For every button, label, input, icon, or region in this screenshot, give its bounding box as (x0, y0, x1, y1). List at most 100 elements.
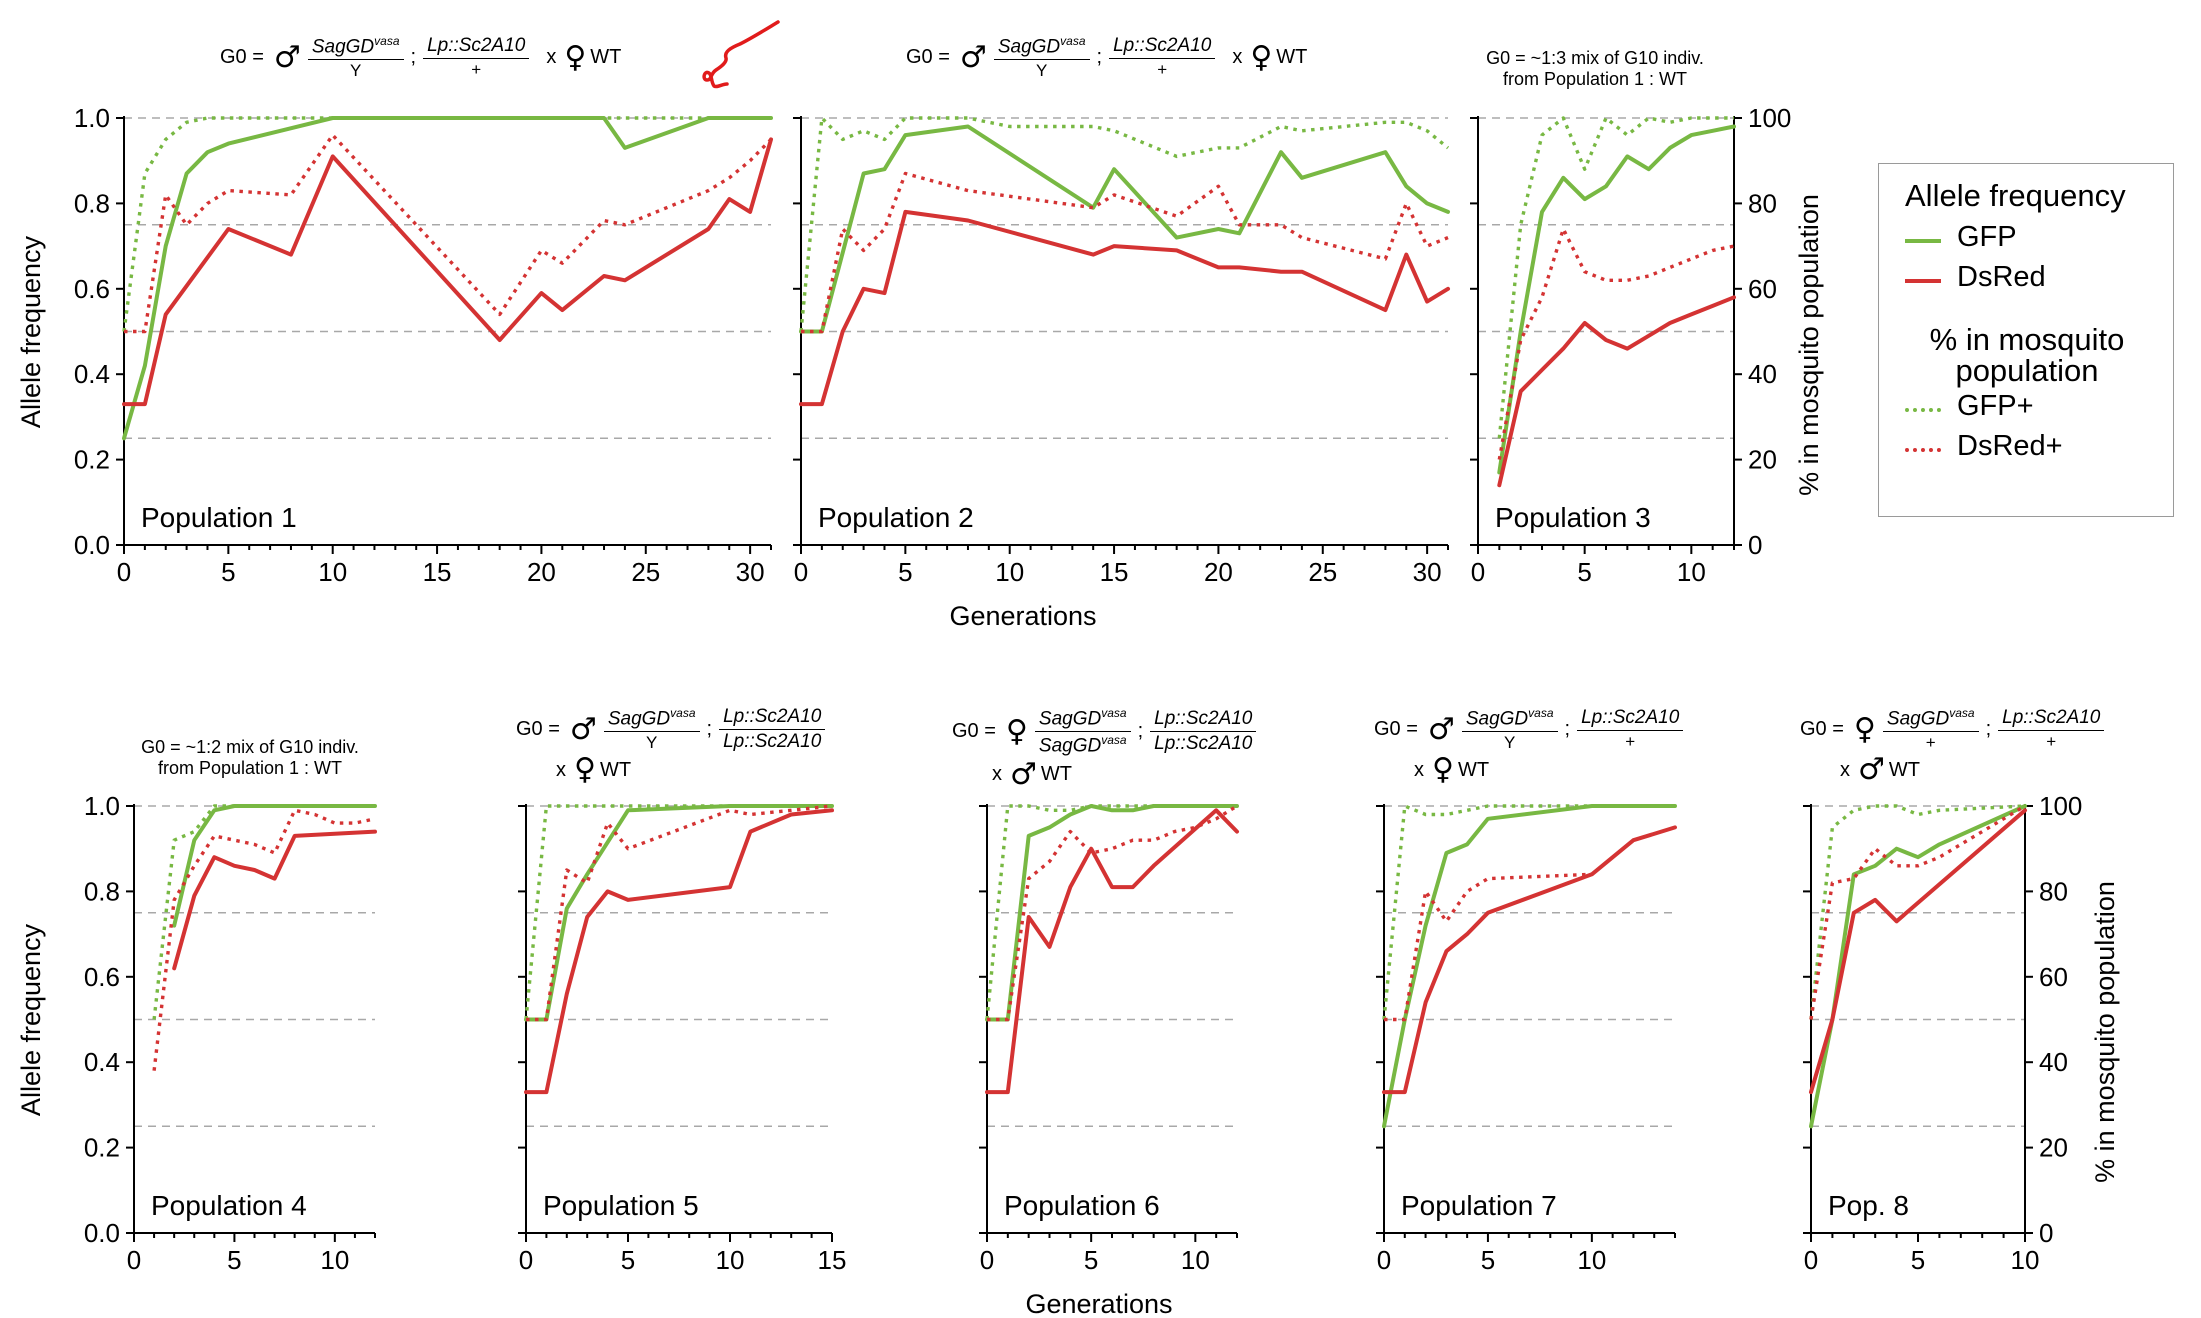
x-tick-label: 0 (794, 557, 808, 587)
x-tick-label: 5 (898, 557, 912, 587)
series-dsred (985, 808, 1239, 1095)
series-dsred (1809, 808, 2027, 1095)
left-ylabel-top: Allele frequency (16, 235, 46, 428)
panel-p8: 0 20 40 60 80 100 0 5 10 Pop. 8 (1803, 791, 2082, 1275)
x-tick-label: 10 (716, 1245, 745, 1275)
y-tick-label: 0.4 (74, 359, 110, 389)
x-tick-label: 5 (1481, 1245, 1495, 1275)
panel-p3: 0 20 40 60 80 100 0 5 10 Population 3 (1470, 103, 1791, 587)
series-dsred (799, 209, 1450, 407)
right-ylabel-top: % in mosquito population (1794, 194, 1824, 496)
genotype-p3: G0 = ~1:3 mix of G10 indiv. from Populat… (1486, 48, 1704, 89)
legend-label-dsred: DsRed (1957, 261, 2046, 293)
wt-label: WT (590, 46, 622, 69)
x-tick-label: 5 (1911, 1245, 1925, 1275)
x-tick-label: 5 (621, 1245, 635, 1275)
panel-p7: 0 5 10 Population 7 (1376, 804, 1677, 1275)
female-symbol: ♀ (1853, 711, 1876, 747)
legend-swatch-gfp-plus (1905, 408, 1941, 412)
right-y-tick-label: 60 (2039, 962, 2068, 992)
y-tick-label: 0.0 (84, 1218, 120, 1248)
y-tick-label: 0.4 (84, 1047, 120, 1077)
x-tick-label: 5 (221, 557, 235, 587)
right-y-tick-label: 80 (1748, 188, 1777, 218)
genotype-p5: G0 = ♂ SagGDvasa Y ; Lp::Sc2A10 Lp::Sc2A10… (516, 706, 828, 785)
panel-p4: 0.0 0.2 0.4 0.6 0.8 1.0 0 5 10 Population 4 (84, 791, 377, 1275)
x-tick-label: 0 (519, 1245, 533, 1275)
y-tick-label: 0.6 (84, 962, 120, 992)
male-symbol: ♂ (273, 39, 301, 75)
panel-p1: 0.0 0.2 0.4 0.6 0.8 1.0 0 5 10 15 20 25 30 Population… (74, 103, 773, 587)
series-gfp-plus (985, 804, 1237, 1020)
right-y-tick-label: 20 (2039, 1133, 2068, 1163)
legend-label-gfp-plus: GFP+ (1957, 390, 2034, 422)
genotype-p2: G0 = ♂ SagGDvasa Y ; Lp::Sc2A10 + x ♀ WT (906, 34, 1308, 81)
annotation-scribble (702, 20, 780, 89)
series-dsred-plus (801, 171, 1449, 334)
x-tick-label: 5 (227, 1245, 241, 1275)
right-y-tick-label: 0 (2039, 1218, 2053, 1248)
genotype-p4: G0 = ~1:2 mix of G10 indiv. from Populat… (141, 737, 359, 778)
right-y-tick-label: 20 (1748, 445, 1777, 475)
x-tick-label: 10 (1577, 1245, 1606, 1275)
y-tick-label: 1.0 (84, 791, 120, 821)
x-tick-label: 0 (1471, 557, 1485, 587)
x-tick-label: 30 (736, 557, 765, 587)
x-tick-label: 20 (527, 557, 556, 587)
male-symbol: ♂ (959, 39, 987, 75)
right-y-tick-label: 100 (1748, 103, 1791, 133)
x-tick-label: 10 (318, 557, 347, 587)
y-tick-label: 0.8 (74, 188, 110, 218)
series-dsred-plus (124, 133, 773, 334)
series-gfp-plus (1497, 116, 1734, 439)
series-dsred (1382, 825, 1677, 1095)
panel-label: Population 2 (818, 502, 974, 533)
right-y-tick-label: 0 (1748, 530, 1762, 560)
x-tick-label: 10 (2011, 1245, 2040, 1275)
legend: Allele frequency GFP DsRed % in mosquito… (1878, 163, 2174, 517)
x-tick-label: 25 (1308, 557, 1337, 587)
x-tick-label: 10 (1181, 1245, 1210, 1275)
x-tick-label: 10 (995, 557, 1024, 587)
female-symbol: ♀ (564, 39, 587, 75)
x-tick-label: 30 (1413, 557, 1442, 587)
right-y-tick-label: 100 (2039, 791, 2082, 821)
x-tick-label: 15 (1100, 557, 1129, 587)
panel-label: Population 4 (151, 1190, 307, 1221)
male-symbol: ♂ (1858, 752, 1885, 788)
right-y-tick-label: 40 (2039, 1047, 2068, 1077)
series-dsred (122, 137, 773, 407)
fraction-chr1: SagGDvasa Y (307, 34, 404, 81)
x-tick-label: 5 (1577, 557, 1591, 587)
x-tick-label: 5 (1084, 1245, 1098, 1275)
cross-symbol: x (546, 46, 557, 69)
series-gfp-plus (799, 116, 1450, 332)
x-tick-label: 20 (1204, 557, 1233, 587)
panel-p2: 0 5 10 15 20 25 30 Population 2 (793, 116, 1450, 587)
y-tick-label: 0.6 (74, 274, 110, 304)
legend-swatch-dsred-plus (1905, 448, 1941, 452)
series-gfp-plus (152, 804, 375, 1020)
series-gfp-plus (122, 116, 771, 332)
legend-label-gfp: GFP (1957, 221, 2017, 253)
series-gfp (172, 804, 377, 928)
x-tick-label: 0 (117, 557, 131, 587)
genotype-p8: G0 = ♀ SagGDvasa + ; Lp::Sc2A10 + x ♂ WT (1800, 706, 2107, 785)
y-tick-label: 0.8 (84, 876, 120, 906)
x-tick-label: 0 (980, 1245, 994, 1275)
series-dsred (1497, 295, 1736, 488)
g0-prefix: G0 = (220, 46, 264, 69)
series-gfp (1382, 804, 1677, 1129)
female-symbol: ♀ (574, 752, 596, 788)
x-tick-label: 10 (1677, 557, 1706, 587)
series-gfp (122, 116, 773, 441)
legend-title-percent: % in mosquito population (1929, 322, 2125, 388)
series-dsred-plus (987, 804, 1238, 1022)
genotype-p1: G0 = ♂ SagGDvasa Y ; Lp::Sc2A10 + x ♀ WT (220, 34, 622, 81)
x-tick-label: 0 (127, 1245, 141, 1275)
x-tick-label: 25 (631, 557, 660, 587)
y-tick-label: 0.2 (74, 445, 110, 475)
genotype-p6: G0 = ♀ SagGDvasa SagGDvasa ; Lp::Sc2A10 Lp… (952, 706, 1259, 790)
x-tick-label: 0 (1377, 1245, 1391, 1275)
